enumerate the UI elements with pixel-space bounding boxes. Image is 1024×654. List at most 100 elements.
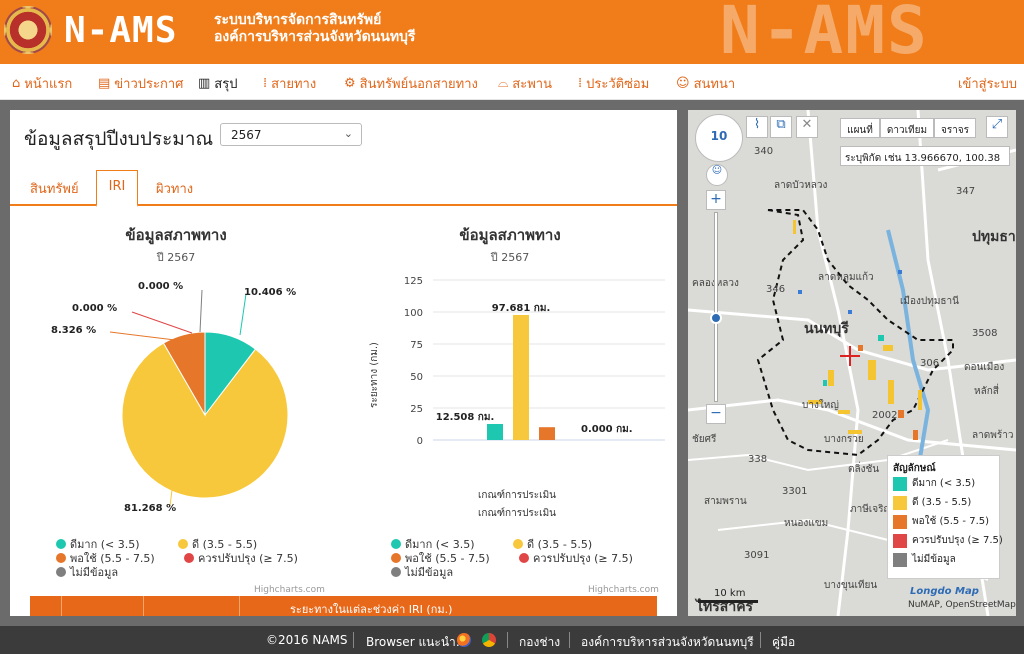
legend-swatch: [893, 552, 907, 567]
nav-bridge[interactable]: ⌓ สะพาน: [498, 73, 552, 94]
tab-iri[interactable]: IRI: [96, 170, 138, 207]
nav-home-label: หน้าแรก: [24, 77, 73, 92]
chrome-icon[interactable]: [482, 633, 496, 647]
legend-dot: [178, 539, 188, 549]
year-select-value: 2567: [231, 128, 262, 142]
bar-y-axis-label: ระยะทาง (กม.): [369, 342, 380, 408]
bar-credit[interactable]: Highcharts.com: [588, 585, 659, 595]
nav-summary[interactable]: ▥ สรุป: [198, 73, 237, 94]
map-legend-poor: ควรปรับปรุง (≥ 7.5): [893, 533, 1003, 548]
zoom-out-button[interactable]: −: [706, 404, 726, 424]
pie-slice-good[interactable]: [121, 342, 289, 499]
map-label-place: บางใหญ่: [802, 400, 839, 411]
bar-legend-poor[interactable]: ควรปรับปรุง (≥ 7.5): [519, 549, 633, 567]
login-link[interactable]: เข้าสู่ระบบ: [958, 77, 1018, 92]
tab-surface[interactable]: ผิวทาง: [156, 182, 194, 197]
map-scale: 10 km: [714, 588, 746, 599]
pie-label-fair: 8.326 %: [51, 325, 97, 336]
brand-subtitle-line1: ระบบบริหารจัดการสินทรัพย์: [214, 12, 382, 28]
pie-legend-poor[interactable]: ควรปรับปรุง (≥ 7.5): [184, 549, 298, 567]
footer-link-manual[interactable]: คู่มือ: [772, 635, 796, 649]
map-legend-very-good: ดีมาก (< 3.5): [893, 476, 975, 491]
nav-news[interactable]: ▤ ข่าวประกาศ: [98, 73, 183, 94]
map-label-place: สามพราน: [704, 496, 747, 507]
bar-chart-subtitle: ปี 2567: [490, 251, 530, 264]
nav-repair-history[interactable]: ⁞ ประวัติซ่อม: [578, 73, 649, 94]
bar-legend-fair[interactable]: พอใช้ (5.5 - 7.5): [391, 549, 490, 567]
bar-legend-very-good[interactable]: ดีมาก (< 3.5): [391, 535, 475, 553]
news-icon: ▤: [98, 76, 111, 91]
map-label-place: เมืองปทุมธานี: [900, 296, 959, 307]
coordinate-input[interactable]: ระบุพิกัด เช่น 13.966670, 100.38: [840, 146, 1010, 166]
nav-offroad-assets[interactable]: ⚙ สินทรัพย์นอกสายทาง: [344, 73, 478, 94]
pie-legend-good[interactable]: ดี (3.5 - 5.5): [178, 535, 257, 553]
draw-shape-icon[interactable]: ⧉: [770, 116, 792, 138]
map-zoom-indicator[interactable]: 10: [695, 114, 743, 162]
nav-home[interactable]: ⌂ หน้าแรก: [12, 73, 72, 94]
bar-y-tick-label: 50: [410, 372, 423, 383]
pie-connector-no-data: [199, 289, 203, 333]
street-view-icon[interactable]: ☺: [706, 164, 728, 186]
legend-dot: [513, 539, 523, 549]
bar-y-tick-label: 100: [404, 308, 423, 319]
nav-news-label: ข่าวประกาศ: [114, 77, 184, 92]
map-label-road: 3508: [972, 328, 998, 339]
pie-legend-fair[interactable]: พอใช้ (5.5 - 7.5): [56, 549, 155, 567]
pie-label-no-data: 0.000 %: [138, 281, 184, 292]
tab-assets[interactable]: สินทรัพย์: [30, 182, 79, 197]
map-label-road: 338: [748, 454, 768, 465]
map-type-satellite-button[interactable]: ดาวเทียม: [880, 118, 934, 138]
map-label-road: 3301: [782, 486, 808, 497]
map-type-map-button[interactable]: แผนที่: [840, 118, 880, 138]
zoom-in-button[interactable]: +: [706, 190, 726, 210]
pie-credit[interactable]: Highcharts.com: [254, 585, 325, 595]
legend-swatch: [893, 476, 907, 491]
pie-legend-no-data[interactable]: ไม่มีข้อมูล: [56, 563, 118, 581]
bar-good[interactable]: [513, 314, 529, 440]
fullscreen-icon[interactable]: ⤢: [986, 116, 1008, 138]
nav-chat-label: สนทนา: [693, 77, 736, 92]
province-seal-logo[interactable]: [4, 6, 52, 54]
nav-bridge-label: สะพาน: [512, 77, 552, 92]
footer-link-engineering[interactable]: กองช่าง: [519, 635, 561, 649]
pie-legend-very-good[interactable]: ดีมาก (< 3.5): [56, 535, 140, 553]
legend-swatch: [893, 533, 907, 548]
nav-roads[interactable]: ⁞ สายทาง: [263, 73, 316, 94]
nav-summary-label: สรุป: [214, 77, 238, 92]
map-type-traffic-button[interactable]: จราจร: [934, 118, 976, 138]
longdo-map-logo[interactable]: Longdo Map: [910, 586, 979, 597]
app-footer: ©2016 NAMS Browser แนะนำ: กองช่าง องค์กา…: [0, 626, 1024, 654]
brand-subtitle-line2: องค์การบริหารส่วนจังหวัดนนทบุรี: [214, 29, 416, 45]
map-label-place: ตลิ่งชัน: [848, 464, 880, 475]
app-header: N-AMS ระบบบริหารจัดการสินทรัพย์ องค์การบ…: [0, 0, 1024, 64]
footer-separator: [507, 632, 508, 648]
map-panel[interactable]: 340 ลาดบัวหลวง 347 ปทุมธา ลาดหลุมแก้ว 34…: [688, 110, 1016, 616]
footer-link-pao[interactable]: องค์การบริหารส่วนจังหวัดนนทบุรี: [581, 635, 754, 649]
pie-label-good: 81.268 %: [124, 503, 177, 514]
draw-line-icon[interactable]: ⌇: [746, 116, 768, 138]
clear-drawing-icon[interactable]: ✕: [796, 116, 818, 138]
firefox-icon[interactable]: [457, 633, 471, 647]
nav-chat[interactable]: ☺ สนทนา: [676, 73, 735, 94]
map-legend: สัญลักษณ์ ดีมาก (< 3.5) ดี (3.5 - 5.5) พ…: [887, 455, 1003, 579]
map-label-place: นนทบุรี: [804, 321, 849, 337]
bar-legend-good[interactable]: ดี (3.5 - 5.5): [513, 535, 592, 553]
bar-legend-no-data[interactable]: ไม่มีข้อมูล: [391, 563, 453, 581]
map-label-place: บางกรวย: [824, 434, 864, 445]
legend-dot: [56, 553, 66, 563]
bar-chart-icon: ▥: [198, 76, 211, 91]
pie-connector-poor: [131, 311, 193, 334]
pie-slice-fair[interactable]: [162, 331, 206, 417]
bar-fair[interactable]: [539, 427, 555, 440]
brand-name[interactable]: N-AMS: [64, 10, 178, 51]
year-select[interactable]: 2567 ⌄: [220, 123, 362, 146]
iri-table-title: ระยะทางในแต่ละช่วงค่า IRI (กม.): [290, 603, 453, 616]
bar-data-label-good: 97.681 กม.: [492, 303, 551, 314]
zoom-slider-handle[interactable]: [710, 312, 722, 324]
map-scale-bar: [698, 600, 758, 603]
bar-very-good[interactable]: [487, 423, 503, 440]
pie-label-poor: 0.000 %: [72, 303, 118, 314]
map-legend-fair: พอใช้ (5.5 - 7.5): [893, 514, 989, 529]
zoom-slider-track[interactable]: [714, 212, 718, 402]
map-label-place: บางขุนเทียน: [824, 580, 878, 591]
